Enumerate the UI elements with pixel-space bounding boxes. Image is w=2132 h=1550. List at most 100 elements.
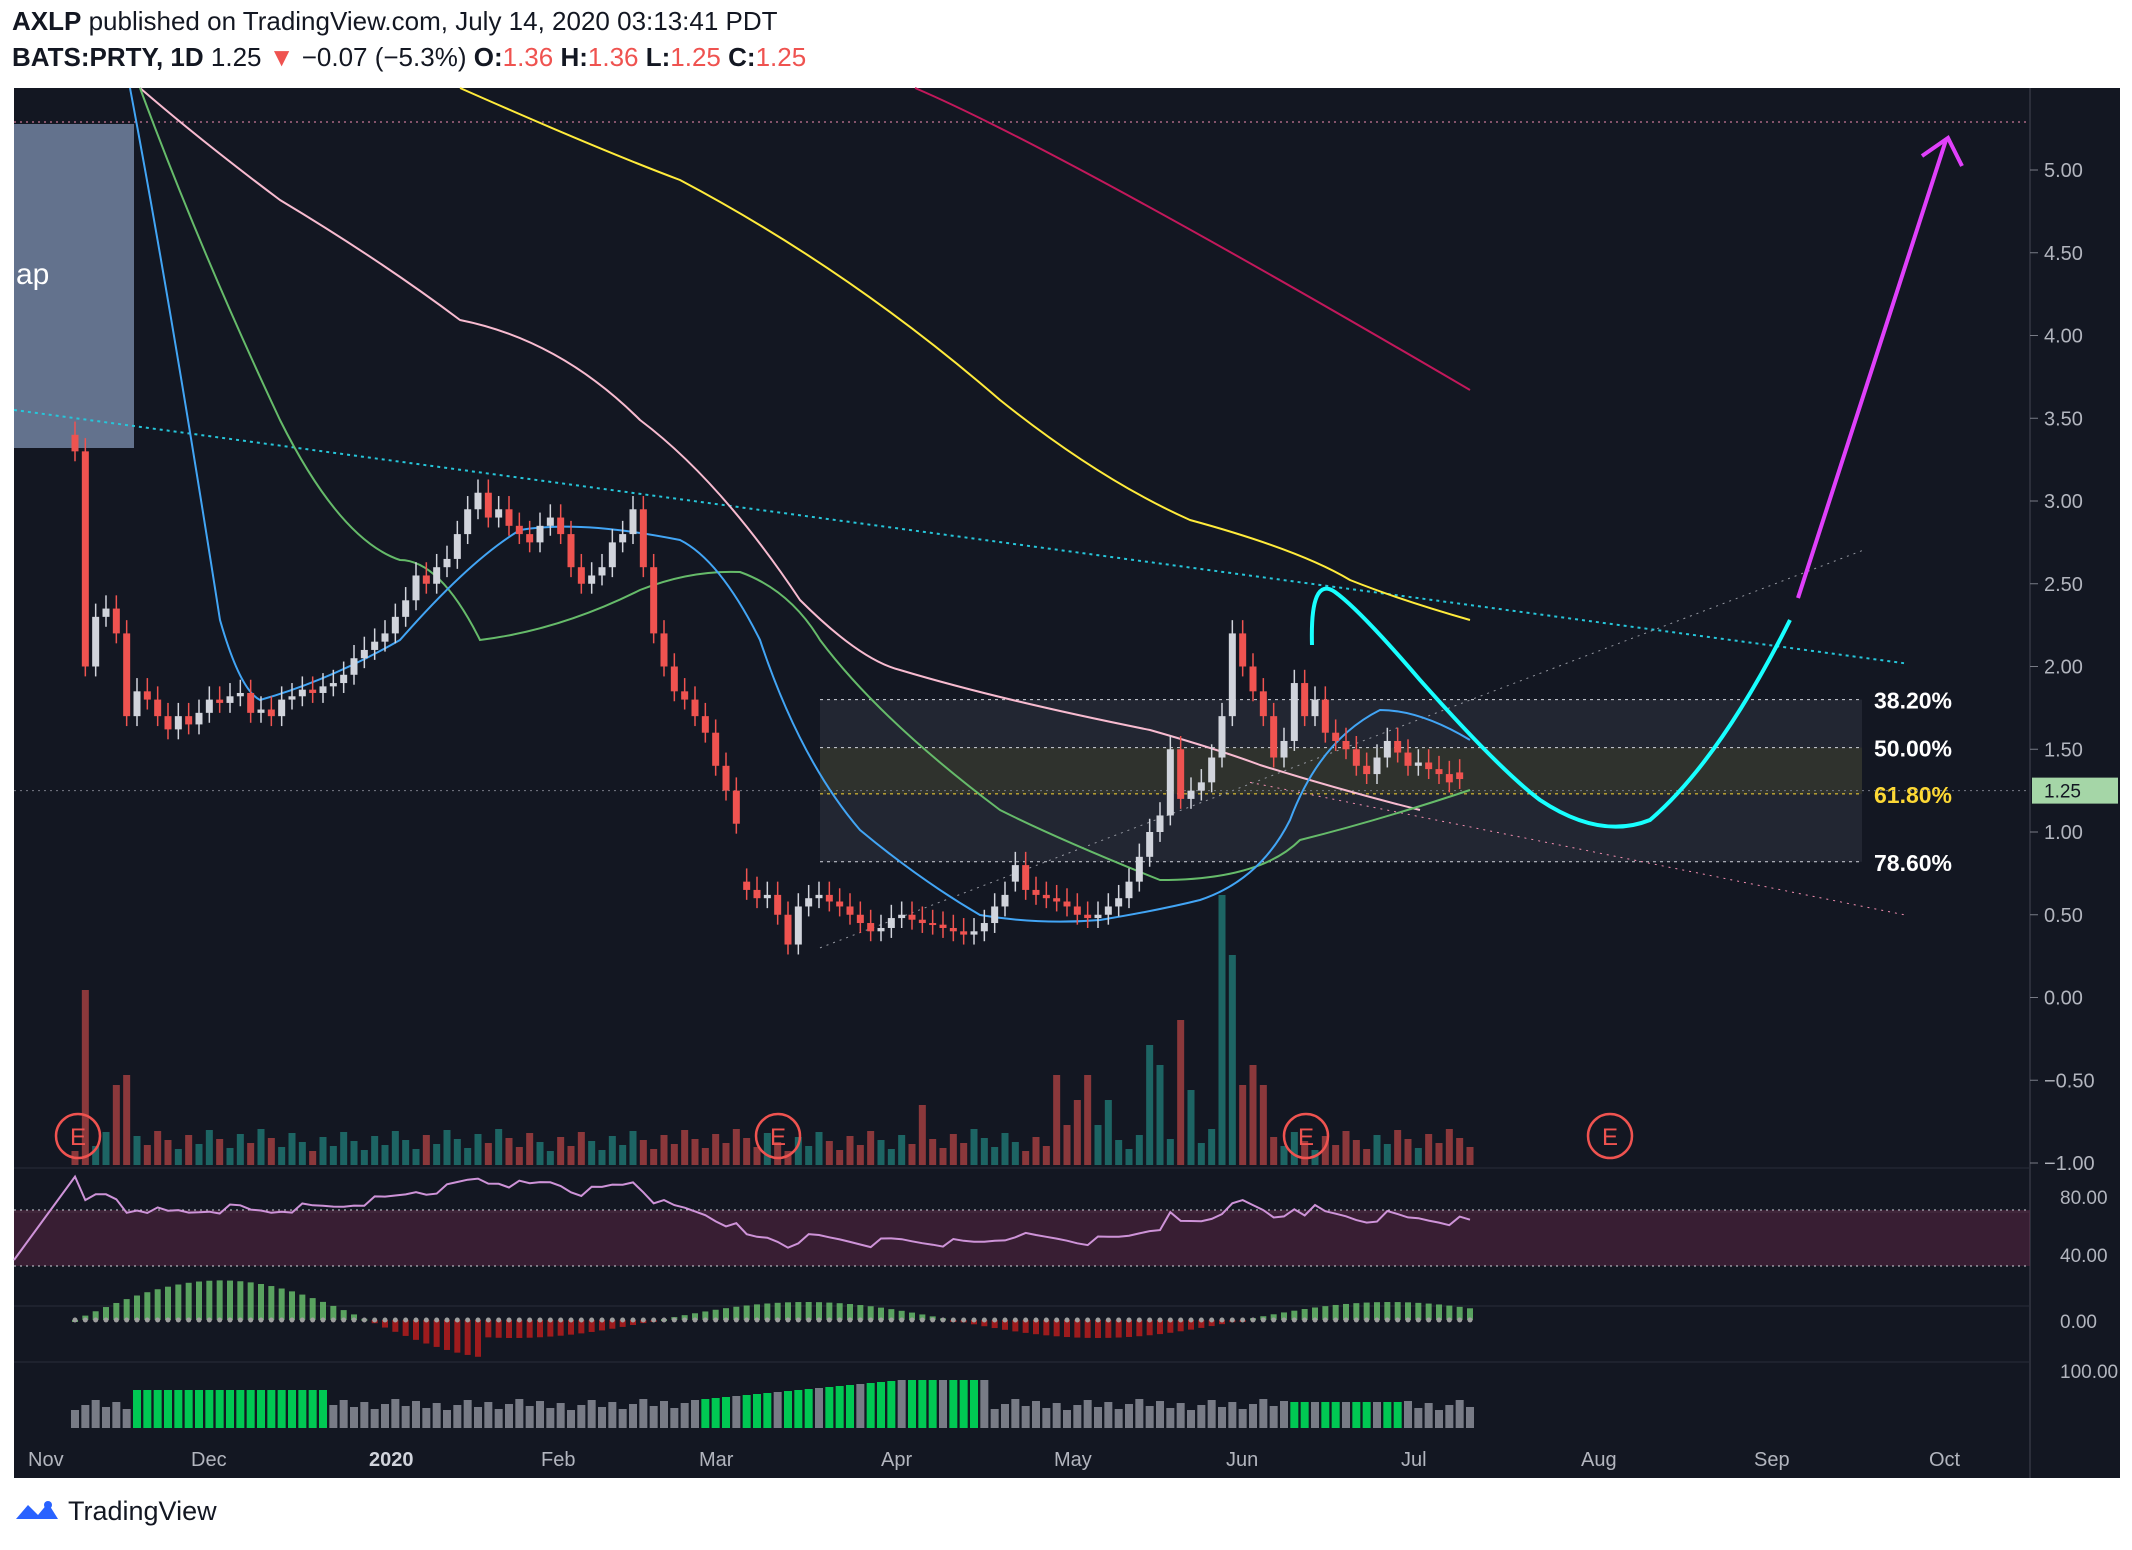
volume-bar <box>185 1135 193 1165</box>
squeeze-dot <box>1188 1317 1194 1323</box>
momentum-bar <box>1021 1406 1030 1428</box>
squeeze-dot <box>950 1317 956 1323</box>
squeeze-dot <box>713 1317 719 1323</box>
volume-bar <box>763 1133 771 1165</box>
squeeze-bar <box>1146 1320 1153 1336</box>
volume-bar <box>174 1149 182 1165</box>
squeeze-bar <box>1363 1302 1370 1320</box>
squeeze-dot <box>1012 1317 1018 1323</box>
momentum-bar <box>1383 1402 1392 1428</box>
volume-bar <box>143 1145 151 1165</box>
volume-bar <box>939 1148 947 1165</box>
volume-bar <box>753 1147 761 1165</box>
volume-bar <box>1125 1149 1133 1165</box>
candle-body <box>567 534 575 568</box>
footer-brand: TradingView <box>68 1496 217 1526</box>
candle-body <box>1001 894 1009 907</box>
low-value: 1.25 <box>670 42 721 72</box>
candle-body <box>474 492 482 510</box>
x-tick-label: Jul <box>1401 1449 1427 1471</box>
squeeze-dot <box>1467 1317 1473 1323</box>
candle-body <box>557 517 565 535</box>
candle-body <box>1022 865 1030 890</box>
volume-bar <box>1228 955 1236 1165</box>
squeeze-bar <box>795 1302 802 1320</box>
momentum-bar <box>360 1402 369 1428</box>
squeeze-dot <box>134 1317 140 1323</box>
volume-bar <box>546 1151 554 1165</box>
volume-bar <box>1332 1145 1340 1165</box>
squeeze-bar <box>382 1320 388 1328</box>
squeeze-bar <box>433 1320 440 1347</box>
squeeze-bar <box>568 1320 574 1335</box>
candle-body <box>598 567 606 576</box>
volume-bar <box>743 1138 751 1165</box>
squeeze-dot <box>382 1317 388 1323</box>
squeeze-dot <box>423 1317 429 1323</box>
volume-bar <box>929 1139 937 1165</box>
squeeze-dot <box>1260 1317 1266 1323</box>
volume-bar <box>1115 1140 1123 1165</box>
momentum-bar <box>1166 1408 1175 1428</box>
volume-bar <box>1073 1100 1081 1165</box>
volume-bar <box>288 1133 296 1165</box>
squeeze-dot <box>248 1317 254 1323</box>
squeeze-dot <box>640 1317 646 1323</box>
squeeze-bar <box>630 1320 636 1326</box>
momentum-bar <box>112 1402 121 1428</box>
candle-body <box>267 709 275 717</box>
volume-bar <box>1166 1139 1174 1165</box>
momentum-bar <box>742 1395 751 1428</box>
squeeze-dot <box>1116 1317 1122 1323</box>
earnings-marker-label: E <box>70 1124 86 1151</box>
low-label: L: <box>645 42 671 72</box>
squeeze-dot <box>413 1317 419 1323</box>
momentum-bar <box>133 1390 141 1428</box>
squeeze-dot <box>258 1317 264 1323</box>
high-label: H: <box>560 42 588 72</box>
squeeze-dot <box>692 1317 698 1323</box>
candle-body <box>515 525 523 535</box>
squeeze-dot <box>1085 1317 1091 1323</box>
fib-label: 61.80% <box>1874 782 1952 808</box>
squeeze-dot <box>496 1317 502 1323</box>
squeeze-dot <box>1147 1317 1153 1323</box>
squeeze-dot <box>454 1317 460 1323</box>
momentum-bar <box>391 1399 400 1428</box>
candle-body <box>1290 683 1298 741</box>
volume-bar <box>836 1150 844 1165</box>
squeeze-bar <box>206 1280 213 1320</box>
candle-body <box>856 914 864 924</box>
squeeze-dot <box>888 1317 894 1323</box>
squeeze-bar <box>1291 1310 1298 1320</box>
candle-body <box>1342 740 1350 750</box>
candle-body <box>1104 906 1112 915</box>
candle-body <box>102 608 110 617</box>
momentum-bar <box>174 1390 183 1428</box>
squeeze-bar <box>1177 1320 1184 1332</box>
momentum-bar <box>567 1410 575 1428</box>
squeeze-bar <box>185 1282 192 1320</box>
momentum-bar <box>1083 1400 1092 1428</box>
volume-bar <box>340 1132 348 1165</box>
momentum-bar <box>153 1390 162 1428</box>
volume-bar <box>1249 1065 1257 1165</box>
volume-bar <box>360 1150 368 1165</box>
candle-body <box>71 434 79 452</box>
momentum-bar <box>1187 1410 1195 1428</box>
squeeze-dot <box>764 1317 770 1323</box>
momentum-bar <box>1228 1402 1237 1428</box>
fib-zone-highlight <box>820 747 1862 794</box>
volume-bar <box>484 1143 492 1165</box>
squeeze-bar <box>92 1311 99 1320</box>
squeeze-dot <box>351 1317 357 1323</box>
volume-bar <box>1177 1020 1185 1165</box>
y-tick-label: 0.50 <box>2044 905 2083 927</box>
momentum-bar <box>794 1390 803 1428</box>
projection-curve <box>1309 586 1792 829</box>
price-chart[interactable]: 5.00 4.50 4.00 3.50 3.00 2.50 2.00 1.50 1.00 0.50… <box>0 0 2132 1490</box>
volume-bar <box>722 1143 730 1165</box>
squeeze-bar <box>196 1281 202 1320</box>
squeeze-bar <box>1312 1307 1318 1320</box>
volume-bar <box>495 1129 503 1165</box>
